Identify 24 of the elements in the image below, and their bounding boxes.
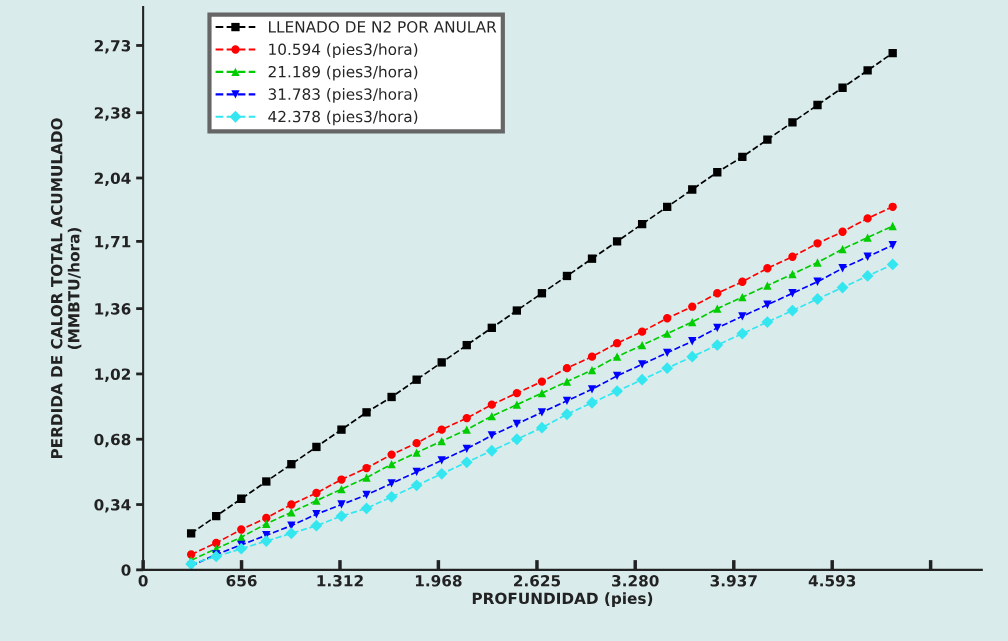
x-tick-label: 1.968: [415, 574, 462, 587]
legend-label: LLENADO DE N2 POR ANULAR: [269, 21, 497, 33]
y-tick-label: 1,02: [95, 368, 130, 382]
x-tick-label: 3.937: [710, 574, 757, 587]
legend-label: 31.783 (pies3/hora): [268, 88, 418, 103]
legend-label: 42.378 (pies3/hora): [268, 110, 418, 126]
y-tick-label: 0: [121, 564, 131, 576]
x-tick-label: 0: [138, 574, 148, 587]
x-axis-title: PROFUNDIDAD (pies): [472, 592, 653, 608]
y-tick-label: 2,73: [94, 39, 131, 54]
x-tick-label: 1.312: [317, 574, 363, 587]
y-tick-label: 0,34: [94, 499, 131, 513]
legend-label: 10.594 (pies3/hora): [269, 43, 418, 59]
y-tick-label: 1,36: [95, 303, 131, 317]
x-tick-label: 2.625: [514, 574, 561, 587]
x-tick-label: 4.593: [808, 574, 856, 587]
y-tick-label: 2,04: [94, 172, 131, 186]
x-tick-label: 656: [226, 574, 257, 587]
x-tick-label: 3.280: [612, 574, 659, 587]
y-axis-title: PERDIDA DE CALOR TOTAL ACUMULADO (MMBTU/hora): [50, 118, 82, 459]
y-tick-label: 0,68: [94, 433, 131, 448]
y-tick-label: 1,71: [95, 236, 131, 250]
y-tick-label: 2,38: [94, 107, 131, 121]
legend-label: 21.189 (pies3/hora): [268, 65, 418, 81]
